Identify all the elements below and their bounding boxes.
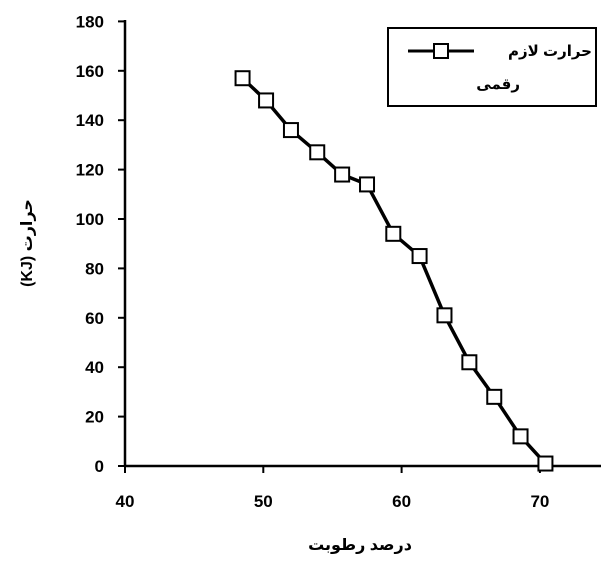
data-point-marker [234,70,251,87]
data-point-marker [282,122,299,139]
data-point-marker [411,248,428,265]
y-tick-label: 160 [76,62,104,81]
x-tick-label: 50 [254,492,273,511]
y-tick-label: 40 [85,358,104,377]
data-point-marker [436,307,453,324]
x-axis-title: درصد رطوبت [308,537,412,554]
data-point-marker [537,455,554,472]
data-point-marker [359,176,376,193]
y-axis-title: حرارت (KJ) [19,199,36,287]
y-tick-label: 60 [85,309,104,328]
y-tick-label: 20 [85,408,104,427]
x-tick-label: 60 [392,492,411,511]
legend: حرارت لازم رقمی [387,27,597,107]
data-point-marker [334,166,351,183]
legend-box [387,27,597,107]
y-tick-label: 180 [76,12,104,31]
data-point-marker [512,428,529,445]
y-tick-label: 80 [85,259,104,278]
y-tick-label: 140 [76,111,104,130]
data-point-marker [461,354,478,371]
legend-label-line1: حرارت لازم [508,43,592,60]
x-tick-label: 40 [116,492,135,511]
y-tick-label: 100 [76,210,104,229]
data-point-marker [309,144,326,161]
data-point-marker [258,92,275,109]
legend-label-line2: رقمی [476,76,520,93]
data-point-marker [385,225,402,242]
series-layer [234,70,554,472]
legend-marker-square [433,43,449,59]
y-axis-ticks: 0 20 40 60 80 100 120 140 160 180 [76,12,125,476]
data-point-marker [486,388,503,405]
y-tick-label: 120 [76,161,104,180]
x-tick-label: 70 [530,492,549,511]
y-tick-label: 0 [95,457,104,476]
